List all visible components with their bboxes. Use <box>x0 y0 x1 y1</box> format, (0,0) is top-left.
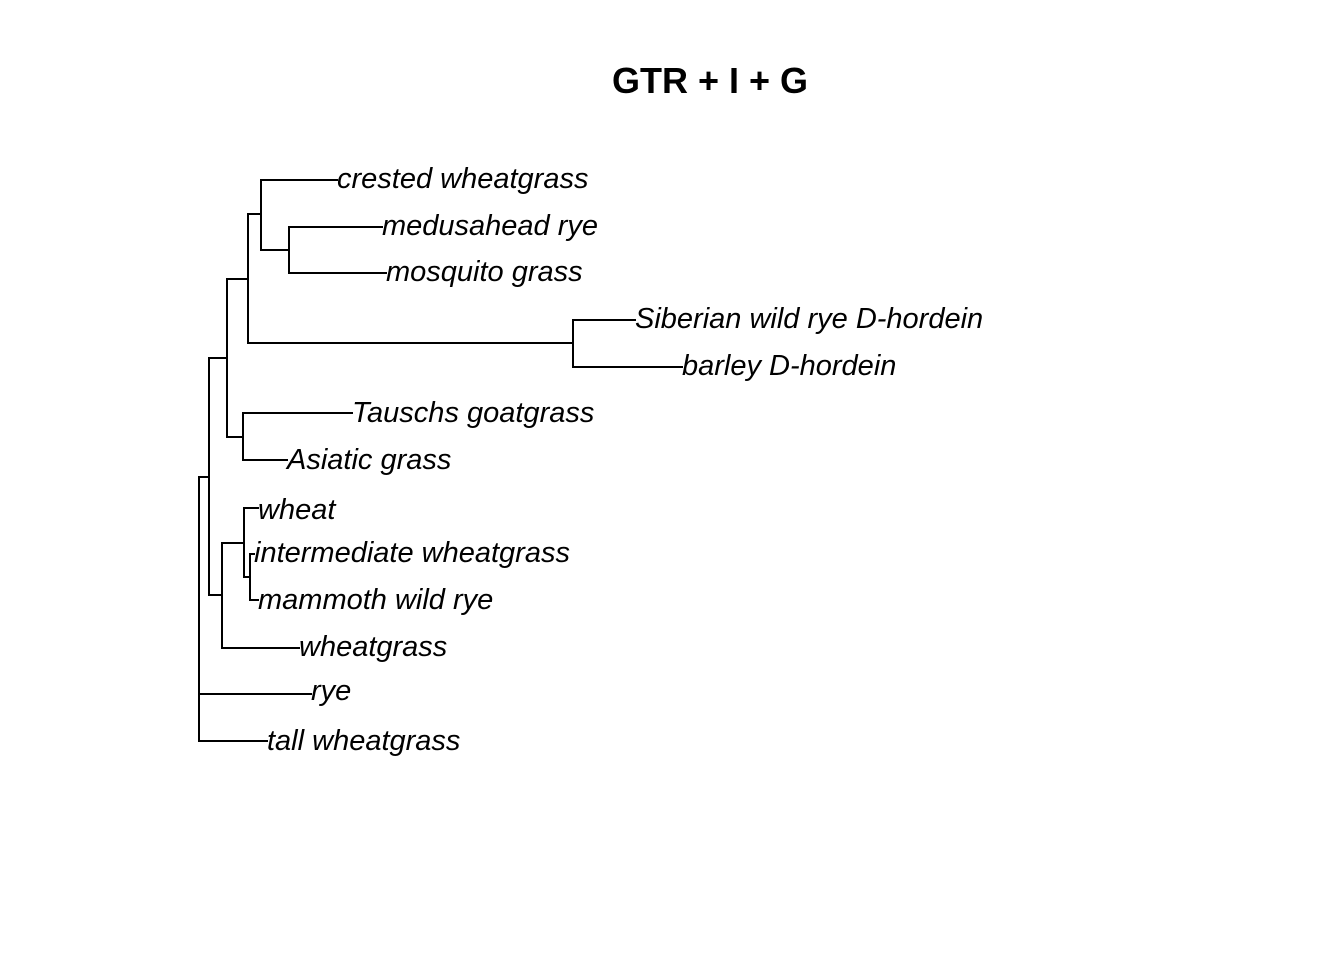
tip-label-wheatgrass: wheatgrass <box>299 631 447 663</box>
tip-label-tall-wheatgrass: tall wheatgrass <box>267 725 460 757</box>
tip-labels: crested wheatgrass medusahead rye mosqui… <box>254 163 983 757</box>
tip-label-mosquito-grass: mosquito grass <box>386 256 583 288</box>
tip-label-intermediate-wheatgrass: intermediate wheatgrass <box>254 537 570 569</box>
tree-branches <box>198 179 683 742</box>
tip-label-rye: rye <box>311 675 351 707</box>
tip-label-asiatic-grass: Asiatic grass <box>285 444 451 476</box>
plot-title: GTR + I + G <box>612 60 808 101</box>
tip-label-mammoth-wild-rye: mammoth wild rye <box>258 584 493 616</box>
tip-label-tauschs-goatgrass: Tauschs goatgrass <box>352 397 594 429</box>
tip-label-wheat: wheat <box>258 494 337 526</box>
tip-label-barley: barley D-hordein <box>682 350 896 382</box>
tip-label-crested-wheatgrass: crested wheatgrass <box>337 163 588 195</box>
tip-label-siberian-wild-rye: Siberian wild rye D-hordein <box>635 303 983 335</box>
tip-label-medusahead-rye: medusahead rye <box>382 210 598 242</box>
